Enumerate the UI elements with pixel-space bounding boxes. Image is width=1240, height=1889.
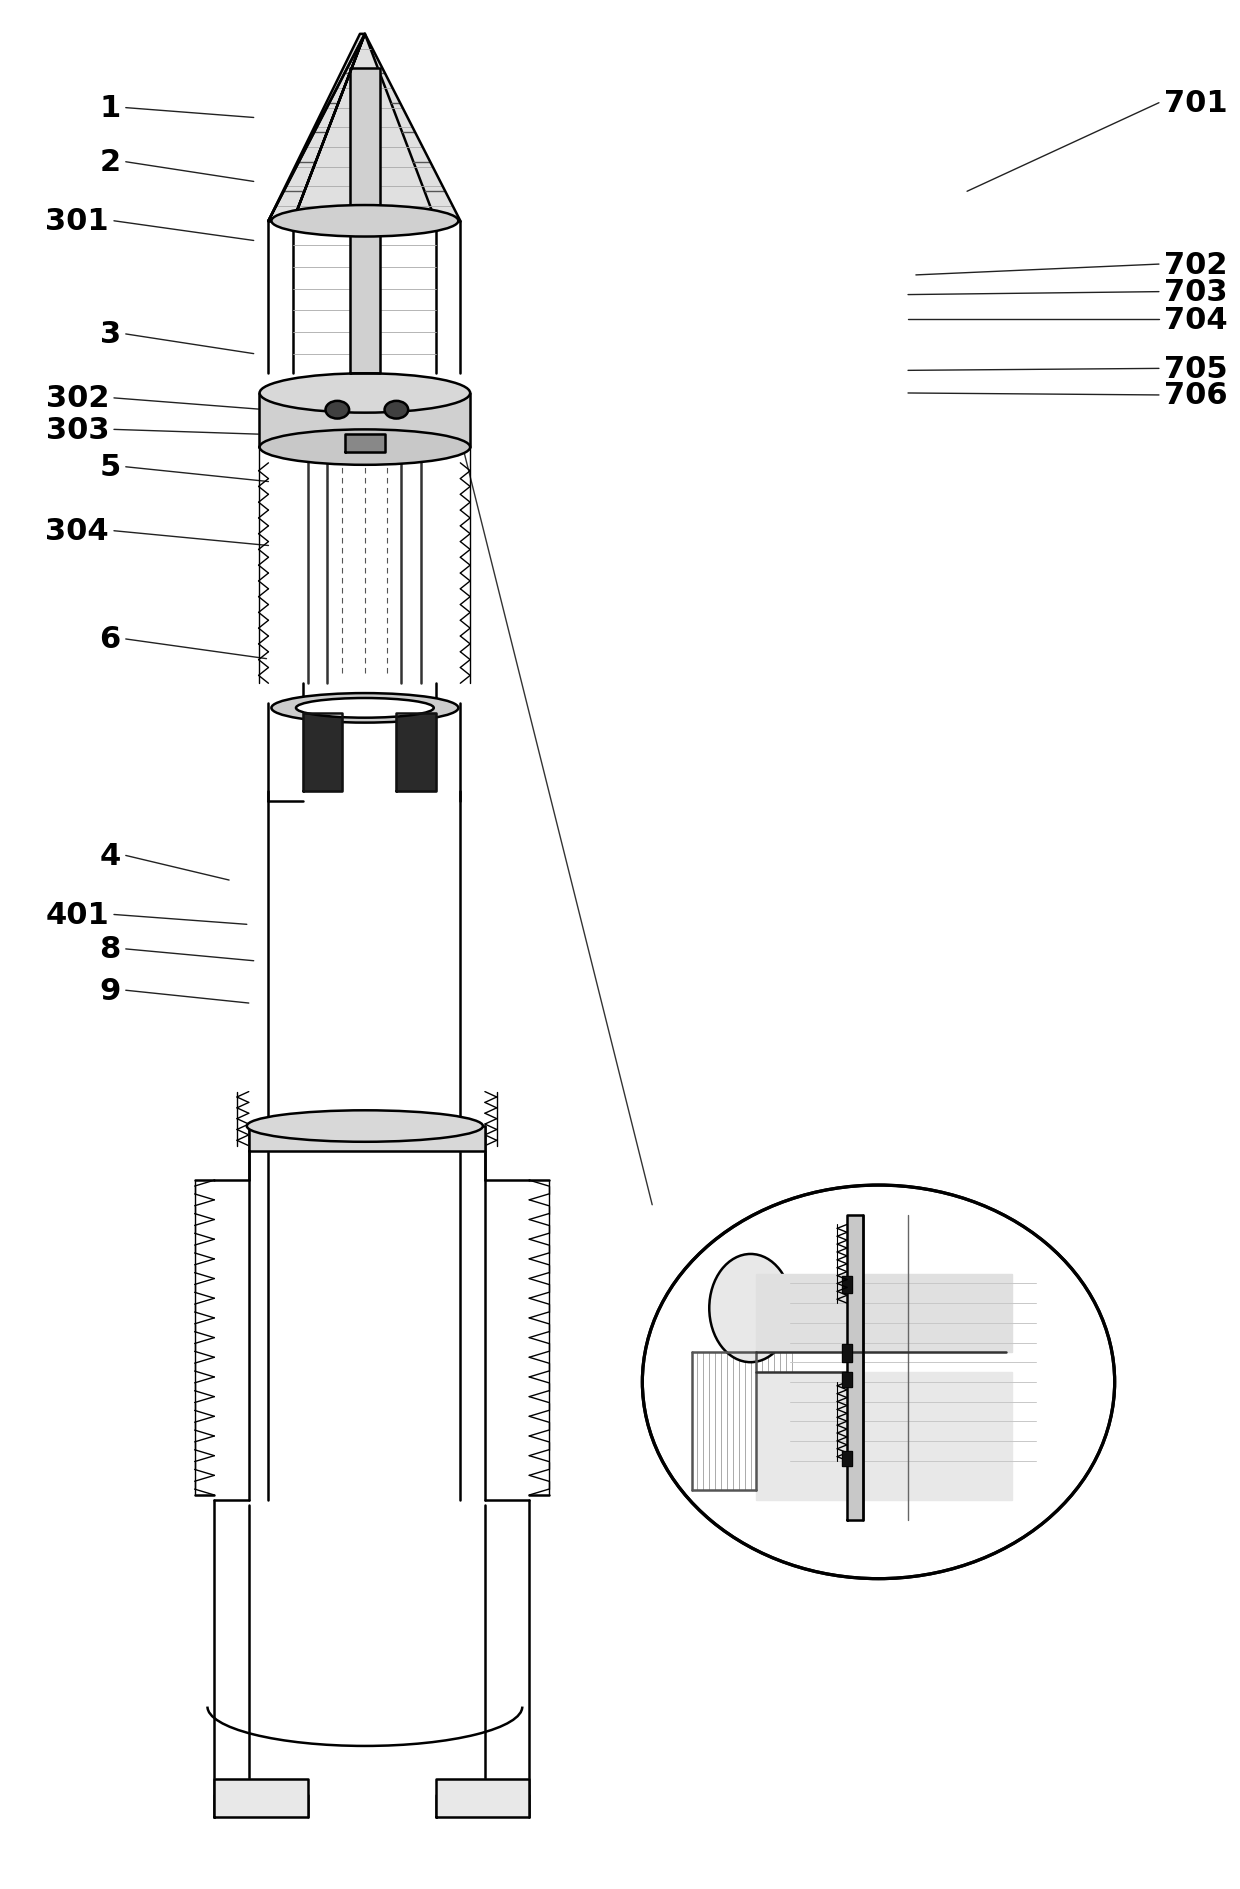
Polygon shape xyxy=(842,1275,852,1294)
Text: 2: 2 xyxy=(99,147,120,178)
Polygon shape xyxy=(215,1779,308,1817)
Polygon shape xyxy=(842,1371,852,1387)
Text: 6: 6 xyxy=(99,625,120,654)
Polygon shape xyxy=(847,1215,863,1521)
Polygon shape xyxy=(303,714,342,791)
Ellipse shape xyxy=(247,1111,482,1143)
Text: 9: 9 xyxy=(99,977,120,1005)
Ellipse shape xyxy=(296,699,434,718)
Text: 703: 703 xyxy=(1164,278,1228,308)
Ellipse shape xyxy=(272,693,459,723)
Text: 302: 302 xyxy=(46,383,109,414)
Polygon shape xyxy=(268,34,365,221)
Polygon shape xyxy=(842,1451,852,1466)
Polygon shape xyxy=(756,1371,1012,1500)
Polygon shape xyxy=(259,393,470,448)
Text: 5: 5 xyxy=(99,453,120,482)
Text: 303: 303 xyxy=(46,416,109,444)
Polygon shape xyxy=(350,70,379,374)
Ellipse shape xyxy=(259,374,470,414)
Ellipse shape xyxy=(326,402,350,419)
Polygon shape xyxy=(756,1273,1012,1353)
Polygon shape xyxy=(842,1345,852,1362)
Ellipse shape xyxy=(642,1186,1115,1579)
Text: 702: 702 xyxy=(1164,251,1228,280)
Text: 705: 705 xyxy=(1164,355,1228,383)
Text: 1: 1 xyxy=(99,94,120,123)
Text: 304: 304 xyxy=(46,518,109,546)
Text: 706: 706 xyxy=(1164,382,1228,410)
Polygon shape xyxy=(249,1126,485,1150)
Text: 401: 401 xyxy=(46,901,109,929)
Text: 8: 8 xyxy=(99,935,120,963)
Ellipse shape xyxy=(272,206,459,238)
Polygon shape xyxy=(397,714,435,791)
Polygon shape xyxy=(268,34,365,221)
Polygon shape xyxy=(435,1779,529,1817)
Text: 701: 701 xyxy=(1164,89,1228,119)
Ellipse shape xyxy=(259,431,470,465)
Polygon shape xyxy=(345,434,384,453)
Text: 704: 704 xyxy=(1164,306,1228,334)
Ellipse shape xyxy=(709,1254,792,1362)
Polygon shape xyxy=(268,34,460,221)
Ellipse shape xyxy=(384,402,408,419)
Text: 3: 3 xyxy=(99,321,120,349)
Text: 301: 301 xyxy=(46,208,109,236)
Text: 4: 4 xyxy=(99,841,120,871)
